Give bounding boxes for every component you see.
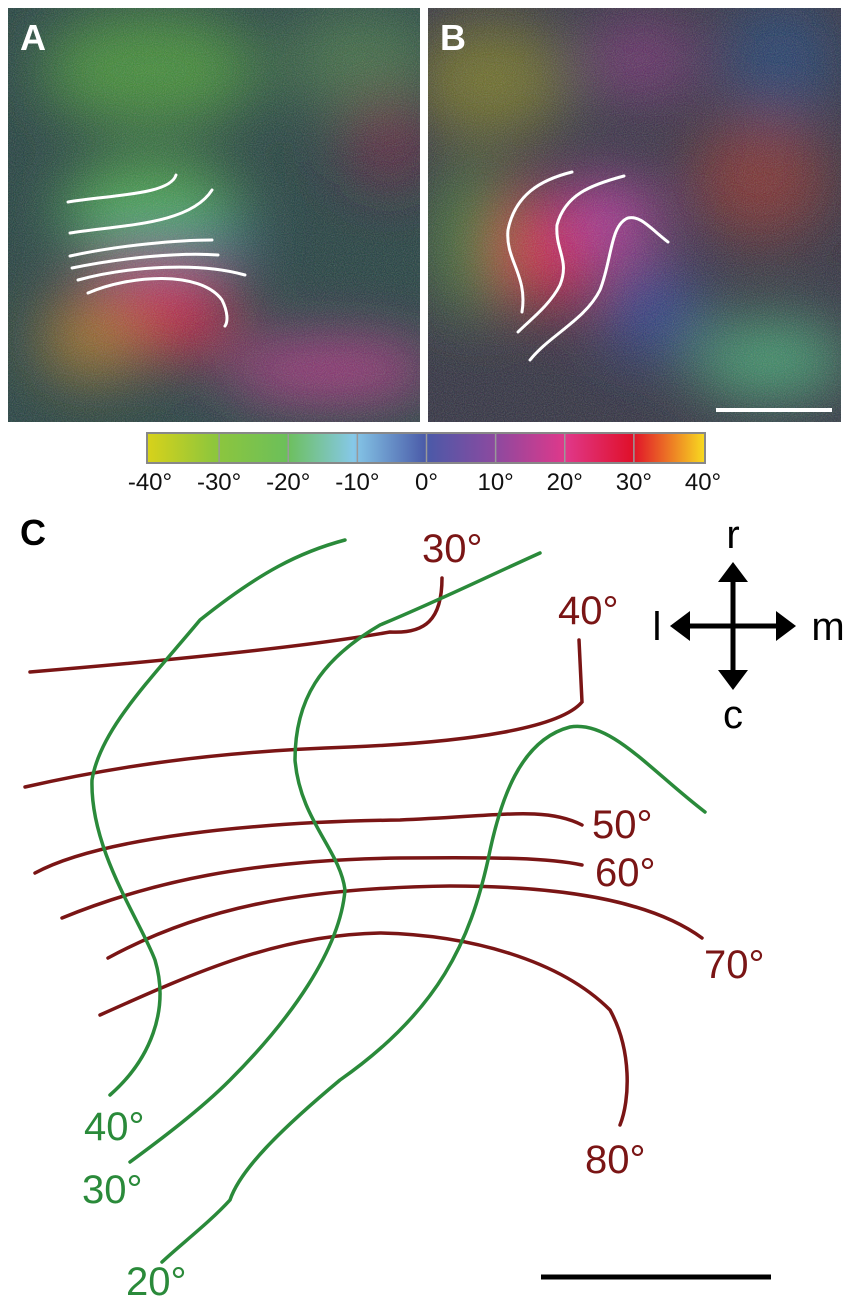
- elevation-contour: [108, 886, 702, 958]
- colorbar-label: 10°: [477, 469, 513, 496]
- colorbar-label: 30°: [616, 469, 652, 496]
- azimuth-label: 20°: [126, 1260, 187, 1304]
- panel-a-image: [8, 8, 440, 422]
- colorbar-label: -30°: [197, 469, 241, 496]
- orientation-label: m: [811, 605, 844, 649]
- elevation-label: 50°: [592, 803, 653, 847]
- colorbar-label: -10°: [335, 469, 379, 496]
- orientation-label: c: [723, 693, 743, 737]
- elevation-label: 40°: [558, 589, 619, 633]
- azimuth-label: 40°: [84, 1105, 145, 1149]
- colorbar-label: 0°: [415, 469, 438, 496]
- colorbar-label: 20°: [547, 469, 583, 496]
- colorbar-label: -40°: [128, 469, 172, 496]
- elevation-label: 70°: [704, 943, 765, 987]
- elevation-contour: [35, 814, 582, 873]
- colorbar-label: 40°: [685, 469, 721, 496]
- orientation-cross: [688, 580, 778, 672]
- panel-label: B: [440, 17, 466, 58]
- elevation-label: 80°: [585, 1138, 646, 1182]
- elevation-contour: [25, 640, 582, 787]
- panel-b-image: [410, 0, 849, 422]
- panel-label: C: [20, 512, 46, 553]
- panel-label: A: [20, 17, 46, 58]
- azimuth-contour: [92, 540, 345, 1095]
- orientation-label: l: [653, 605, 662, 649]
- colorbar-label: -20°: [266, 469, 310, 496]
- elevation-label: 30°: [422, 527, 483, 571]
- azimuth-label: 30°: [82, 1168, 143, 1212]
- page: {"panels": { "a": {"label": "A"}, "b": {…: [0, 0, 849, 1305]
- elevation-label: 60°: [595, 851, 656, 895]
- orientation-label: r: [726, 513, 739, 557]
- elevation-contour: [100, 933, 627, 1125]
- figure: A B -40° -30° -20° -10° 0° 10° 20° 30° 40° C 30°…: [0, 0, 849, 1305]
